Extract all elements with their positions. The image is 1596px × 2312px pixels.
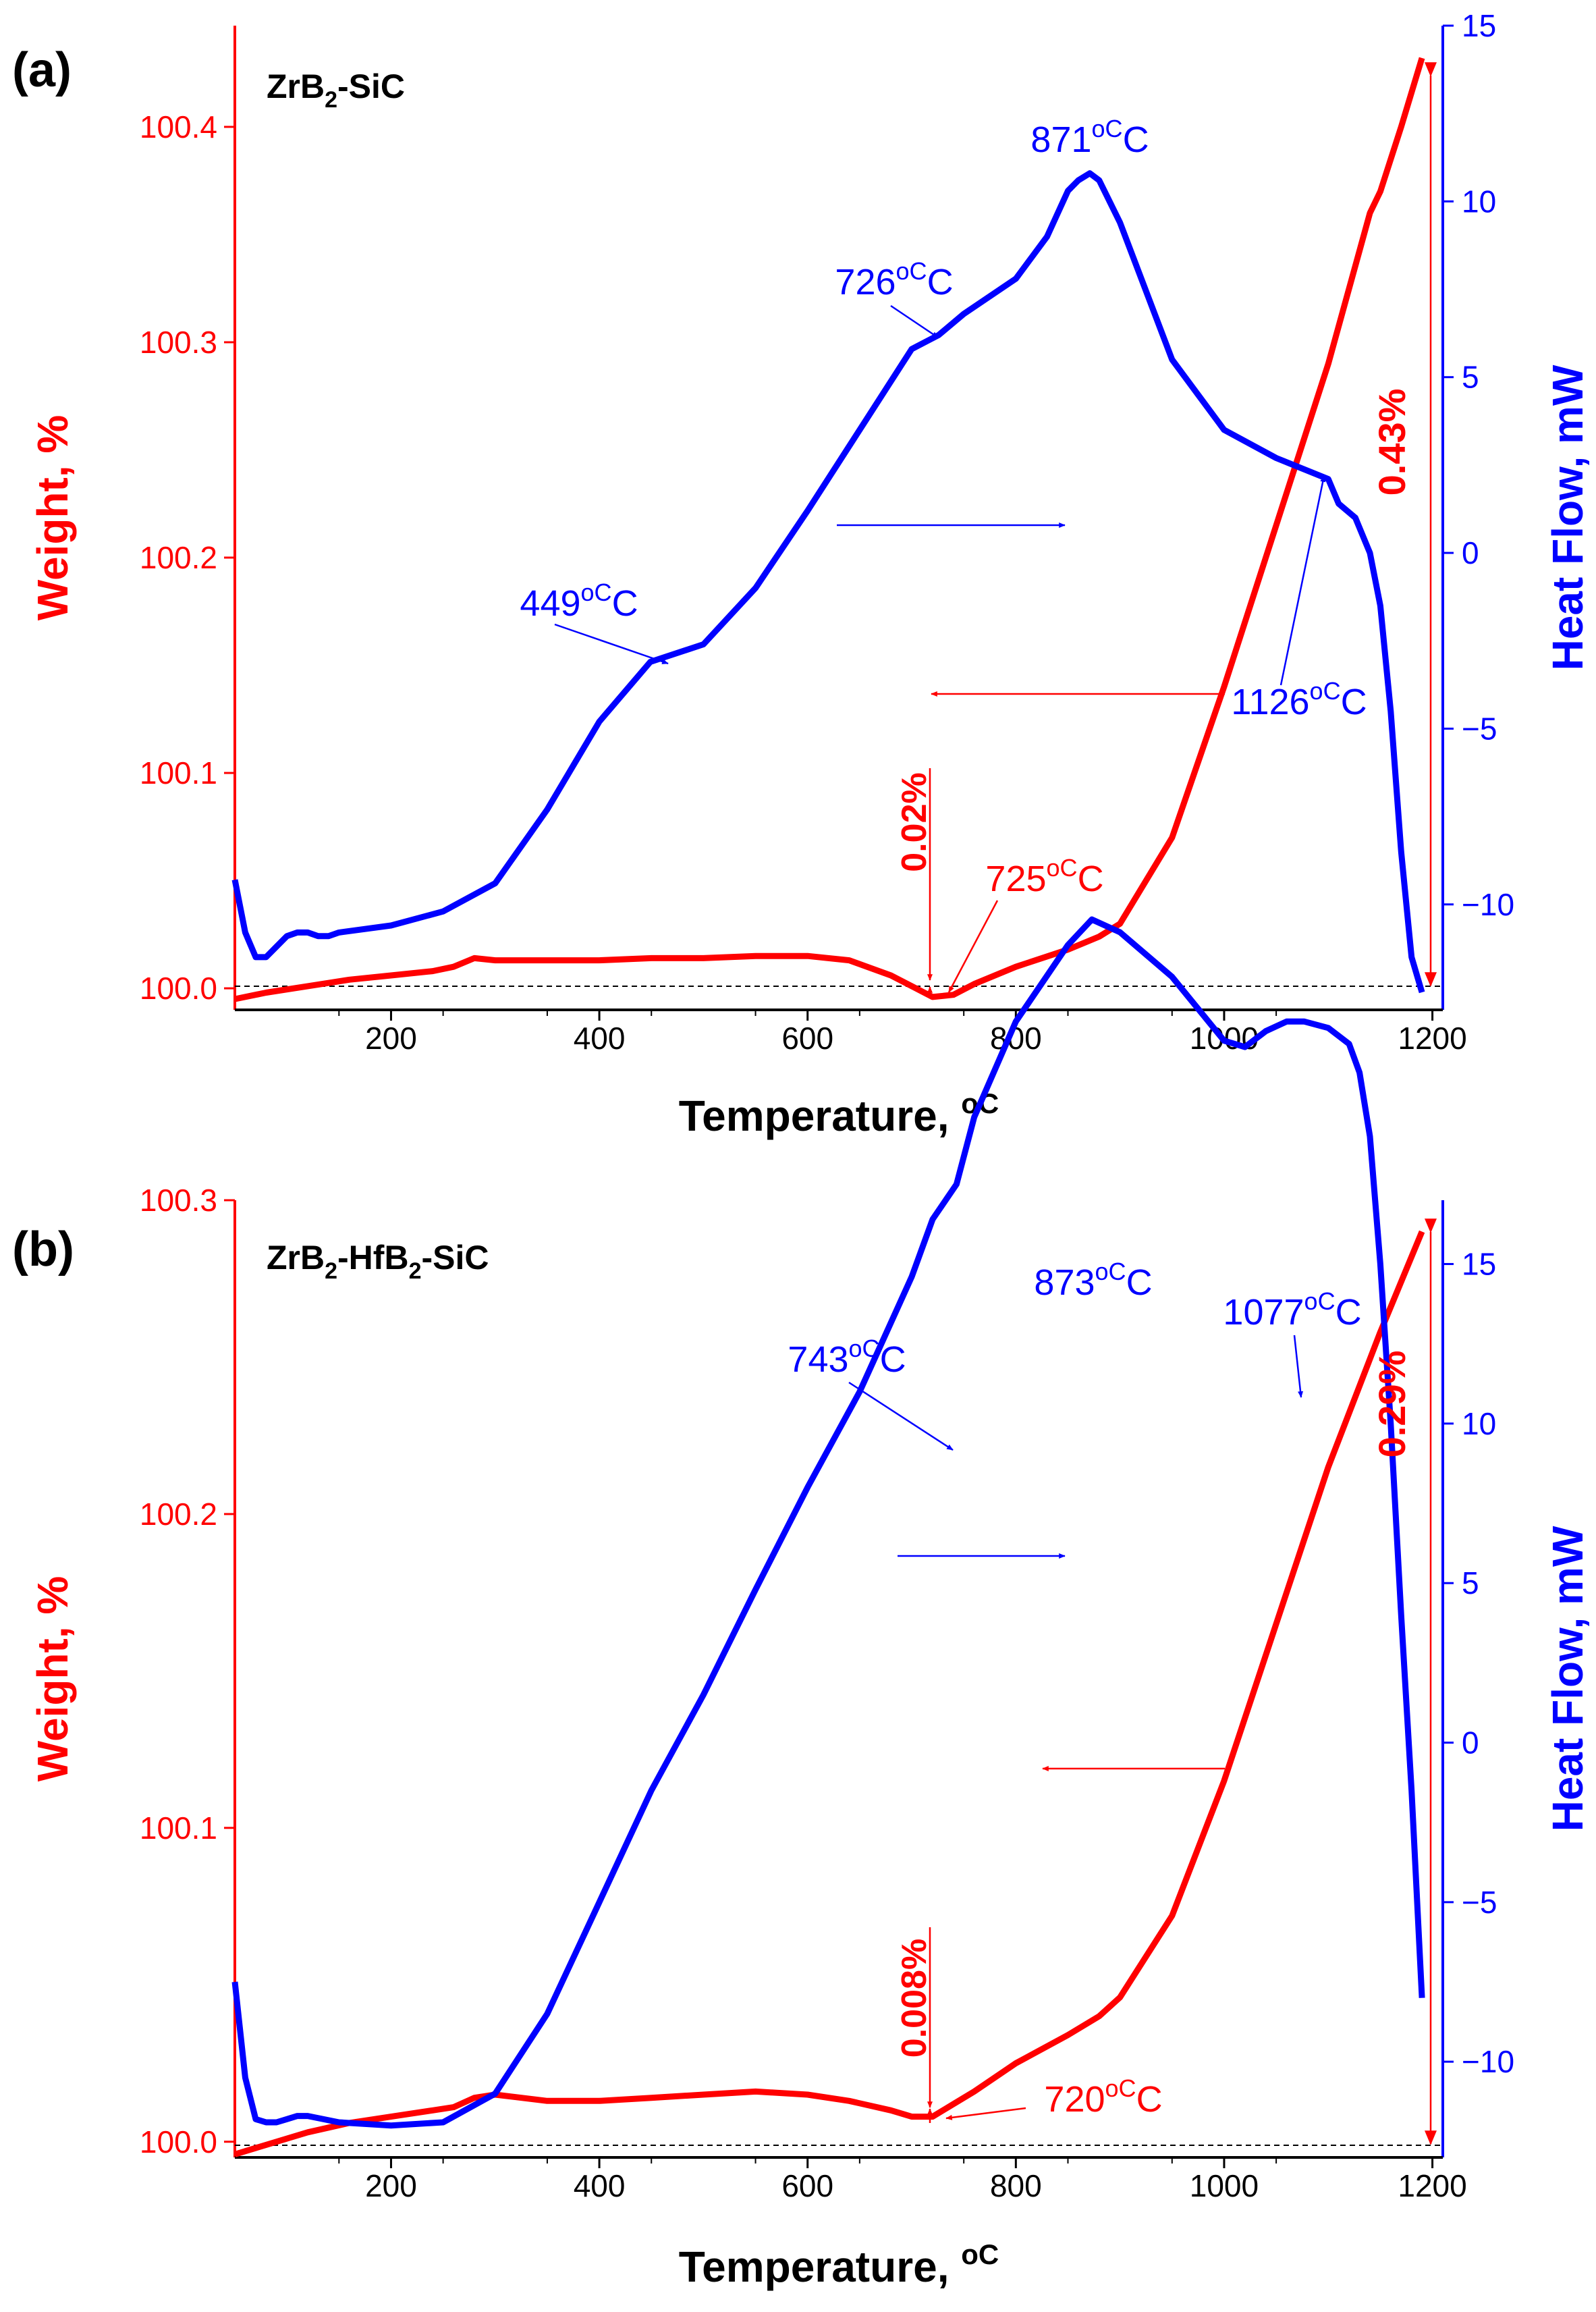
y-right-tick-label-a: 5 — [1462, 360, 1479, 395]
y-right-tick-label-a: 0 — [1462, 535, 1479, 570]
x-ticks-b: 200 400 600 800 1000 1200 — [338, 2157, 1467, 2203]
heatflow-series-line-b — [231, 916, 1425, 2129]
panel-a: (a) ZrB2-SiC 200 400 600 800 1000 1200 100.01… — [12, 8, 1592, 1140]
annotation-743-b: 743oCC — [788, 1335, 906, 1380]
annotation-449-arrow-a — [554, 623, 669, 665]
x-tick-label-a: 1200 — [1398, 1021, 1466, 1056]
y-right-tick-label-a: −10 — [1462, 887, 1514, 922]
annotation-1077-arrow-b — [1293, 1335, 1304, 1398]
y-right-tick-label-a: 10 — [1462, 184, 1496, 219]
weight-series-line-b — [233, 1230, 1425, 2157]
weight-change-total-label-b: 0.29% — [1371, 1351, 1413, 1458]
heatflow-series-line-a — [231, 170, 1425, 994]
x-tick-label-b: 1000 — [1190, 2168, 1259, 2203]
y-left-label-b: Weight, % — [28, 1576, 77, 1782]
y-left-ticks-a: 100.0 100.1 100.2 100.3 100.4 — [140, 109, 235, 1006]
y-left-tick-label-a: 100.3 — [140, 325, 217, 360]
panel-label-b: (b) — [12, 1222, 74, 1276]
y-left-ticks-b: 100.0 100.1 100.2 100.3 — [140, 1183, 235, 2159]
annotation-720-b: 720oCC — [1044, 2074, 1162, 2120]
y-right-tick-label-b: 0 — [1462, 1725, 1479, 1760]
x-axis-label-a: Temperature, oC — [679, 1087, 999, 1140]
x-tick-label-b: 1200 — [1398, 2168, 1466, 2203]
y-left-tick-label-b: 100.3 — [140, 1183, 217, 1218]
y-left-tick-label-b: 100.0 — [140, 2124, 217, 2159]
annotation-1126-arrow-a — [1279, 475, 1326, 686]
annotation-449-a: 449oCC — [520, 579, 638, 624]
y-right-tick-label-a: 15 — [1462, 8, 1496, 43]
annotation-725-a: 725oCC — [985, 854, 1103, 899]
weight-change-small-label-a: 0.02% — [895, 772, 934, 871]
y-right-tick-label-b: 10 — [1462, 1406, 1496, 1441]
y-left-tick-label-b: 100.2 — [140, 1497, 217, 1532]
y-right-label-a: Heat Flow, mW — [1543, 365, 1592, 670]
annotation-726-a: 726oCC — [835, 257, 953, 302]
x-tick-label-b: 200 — [365, 2168, 417, 2203]
y-right-tick-label-b: −10 — [1462, 2044, 1514, 2079]
annotation-873-b: 873oCC — [1034, 1258, 1152, 1303]
weight-change-total-label-a: 0.43% — [1371, 389, 1413, 496]
y-left-tick-label-a: 100.2 — [140, 540, 217, 575]
annotation-1077-b: 1077oCC — [1223, 1287, 1361, 1333]
x-axis-label-b: Temperature, oC — [679, 2238, 999, 2291]
x-ticks-a: 200 400 600 800 1000 1200 — [338, 1010, 1467, 1056]
x-tick-label-b: 800 — [990, 2168, 1042, 2203]
annotation-871-a: 871oCC — [1030, 115, 1149, 160]
y-right-label-b: Heat Flow, mW — [1543, 1526, 1592, 1831]
y-right-tick-label-b: 5 — [1462, 1565, 1479, 1601]
x-tick-label-b: 600 — [781, 2168, 833, 2203]
annotation-1126-a: 1126oCC — [1231, 677, 1367, 722]
y-right-tick-label-a: −5 — [1462, 711, 1497, 746]
weight-series-line-a — [234, 57, 1425, 1002]
x-tick-label-a: 200 — [365, 1021, 417, 1056]
sample-title-b: ZrB2-HfB2-SiC — [267, 1239, 489, 1284]
y-left-tick-label-a: 100.1 — [140, 755, 217, 790]
x-tick-label-b: 400 — [574, 2168, 626, 2203]
annotation-725-arrow-a — [947, 900, 999, 993]
y-right-tick-label-b: 15 — [1462, 1247, 1496, 1282]
y-right-ticks-b: −10 −5 0 5 10 15 — [1443, 1247, 1514, 2079]
sample-title-a: ZrB2-SiC — [267, 68, 405, 113]
x-tick-label-a: 400 — [574, 1021, 626, 1056]
y-left-label-a: Weight, % — [28, 415, 77, 621]
annotation-743-arrow-b — [848, 1381, 954, 1451]
annotation-726-arrow-a — [890, 304, 939, 339]
panel-b: (b) ZrB2-HfB2-SiC 200 400 600 800 1000 1200 1… — [12, 916, 1592, 2291]
y-right-ticks-a: −10 −5 0 5 10 15 — [1443, 8, 1514, 922]
x-tick-label-a: 600 — [781, 1021, 833, 1056]
annotation-720-arrow-b — [945, 2107, 1026, 2120]
y-left-tick-label-b: 100.1 — [140, 1810, 217, 1846]
panel-label-a: (a) — [12, 43, 72, 97]
y-left-tick-label-a: 100.0 — [140, 971, 217, 1006]
weight-change-small-label-b: 0.008% — [895, 1939, 934, 2058]
y-right-tick-label-b: −5 — [1462, 1885, 1497, 1920]
y-left-tick-label-a: 100.4 — [140, 109, 217, 144]
